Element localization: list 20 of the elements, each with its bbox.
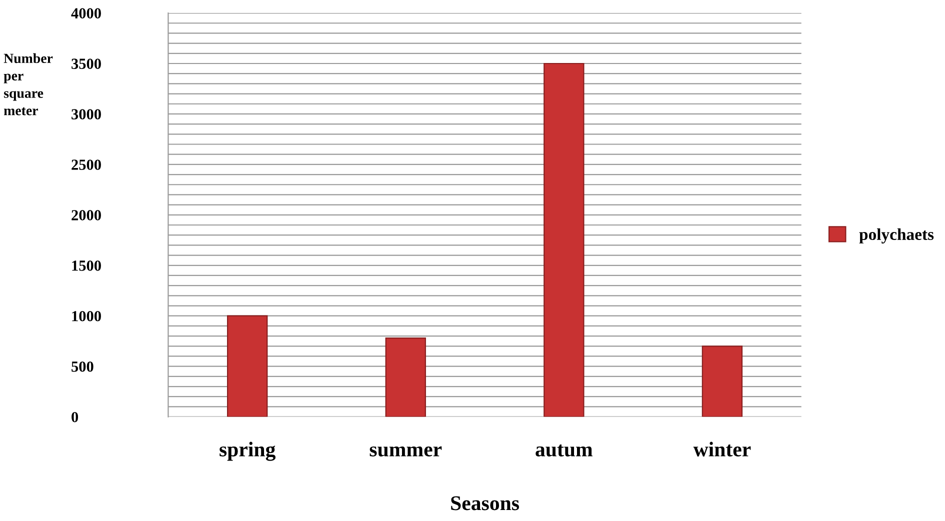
y-tick-label: 500 <box>72 361 94 372</box>
bar <box>544 62 584 417</box>
x-tick-label: spring <box>220 442 276 461</box>
y-tick-label: 3000 <box>72 109 101 120</box>
x-tick-label: autum <box>536 444 593 457</box>
y-tick-label: 1500 <box>72 260 101 271</box>
bar <box>227 315 268 417</box>
y-tick-label: 1000 <box>72 310 101 322</box>
legend-label: polychaets <box>859 228 934 244</box>
y-tick-label: 2000 <box>72 210 101 220</box>
x-tick-label: summer <box>370 446 442 457</box>
y-tick-label: 3500 <box>72 58 101 69</box>
bar <box>702 346 743 417</box>
y-tick-label: 2500 <box>72 160 101 170</box>
x-tick-label: winter <box>693 442 751 456</box>
bar <box>385 338 426 417</box>
y-tick-label: 0 <box>72 412 78 422</box>
y-tick-label: 4000 <box>71 8 101 18</box>
y-axis-title: Number per square meter <box>4 53 53 116</box>
x-axis-title: Seasons <box>451 496 520 510</box>
